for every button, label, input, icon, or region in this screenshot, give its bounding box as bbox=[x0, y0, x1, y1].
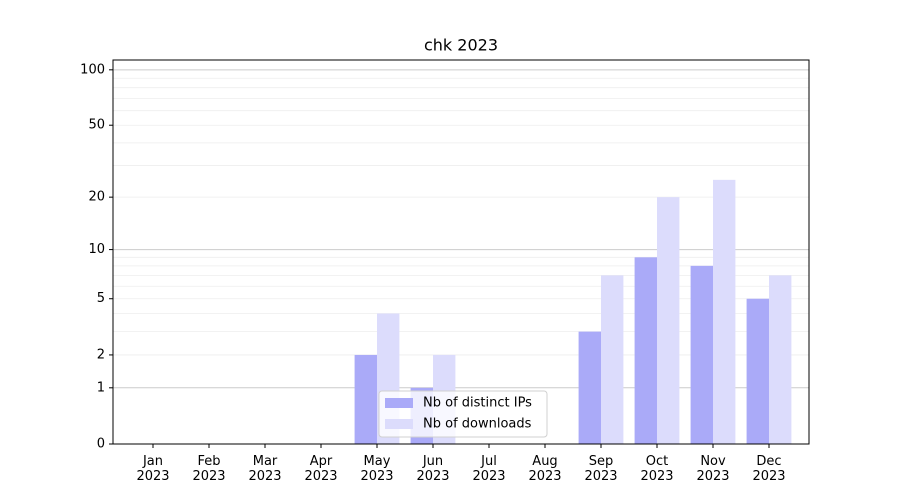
x-tick-label: Jul 2023 bbox=[472, 454, 505, 484]
legend-label: Nb of distinct IPs bbox=[423, 396, 532, 411]
axes-frame bbox=[112, 59, 810, 445]
bar bbox=[601, 275, 624, 444]
legend-swatch bbox=[385, 398, 413, 408]
chart-title: chk 2023 bbox=[424, 36, 498, 55]
y-tick-label: 5 bbox=[97, 291, 105, 306]
x-tick-label: Feb 2023 bbox=[192, 454, 225, 484]
bar bbox=[713, 179, 736, 445]
bar bbox=[746, 298, 769, 444]
x-tick-label: Oct 2023 bbox=[640, 454, 673, 484]
x-tick-label: Mar 2023 bbox=[248, 454, 281, 484]
bar bbox=[354, 354, 377, 444]
legend-label: Nb of downloads bbox=[423, 417, 532, 432]
y-tick-label: 0 bbox=[97, 437, 105, 452]
y-tick-label: 20 bbox=[88, 190, 105, 205]
y-tick-label: 2 bbox=[97, 347, 105, 362]
x-tick-label: Nov 2023 bbox=[696, 454, 729, 484]
x-tick-label: Jun 2023 bbox=[416, 454, 449, 484]
x-tick-label: Sep 2023 bbox=[584, 454, 617, 484]
x-tick-label: Aug 2023 bbox=[528, 454, 561, 484]
legend-box bbox=[378, 390, 548, 438]
y-tick-label: 10 bbox=[88, 242, 105, 257]
x-tick-label: Apr 2023 bbox=[304, 454, 337, 484]
x-tick-label: May 2023 bbox=[360, 454, 393, 484]
bar bbox=[578, 331, 601, 444]
legend-swatch bbox=[385, 419, 413, 429]
x-tick-label: Jan 2023 bbox=[136, 454, 169, 484]
y-tick-label: 100 bbox=[80, 62, 105, 77]
y-tick-label: 1 bbox=[97, 380, 105, 395]
bar bbox=[634, 257, 657, 444]
bar bbox=[690, 265, 713, 444]
x-tick-label: Dec 2023 bbox=[752, 454, 785, 484]
y-tick-label: 50 bbox=[88, 118, 105, 133]
bar bbox=[769, 275, 792, 444]
bar bbox=[657, 197, 680, 444]
legend: Nb of distinct IPs Nb of downloads bbox=[378, 390, 548, 438]
